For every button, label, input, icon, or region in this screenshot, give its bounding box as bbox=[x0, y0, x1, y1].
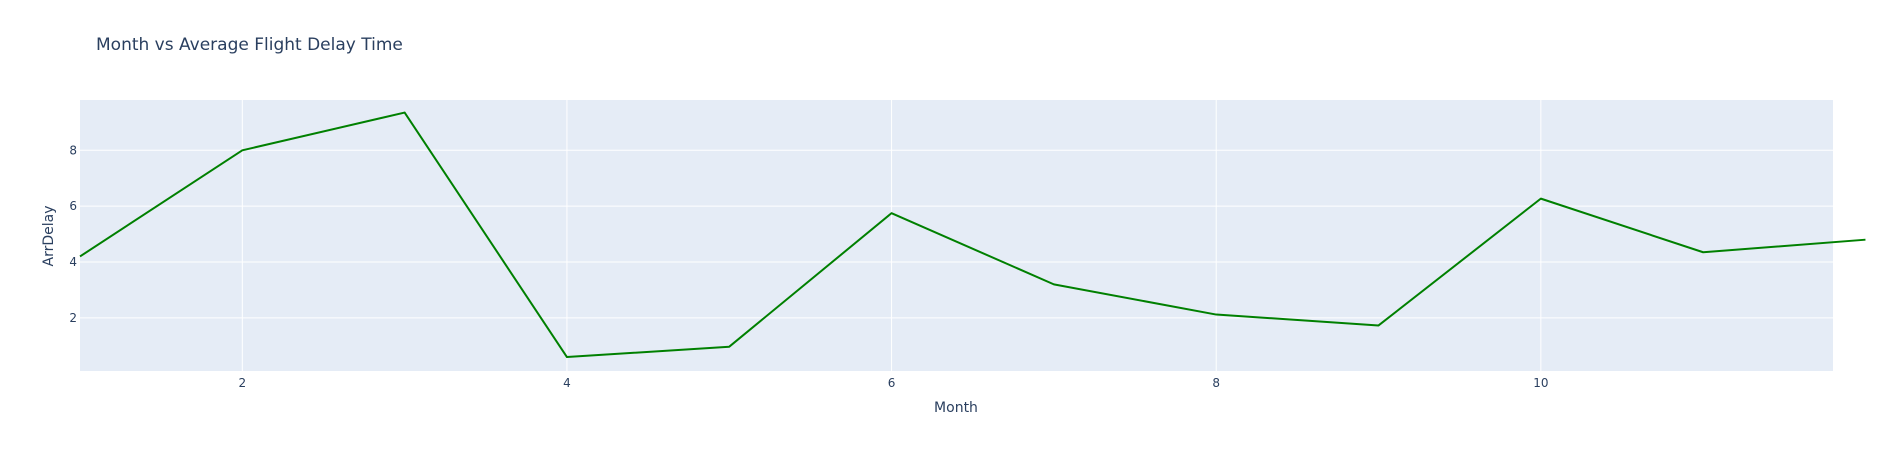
y-gridlines bbox=[80, 149, 1833, 319]
x-gridlines bbox=[241, 100, 1542, 371]
series-layer bbox=[79, 111, 1866, 359]
y-tick-label: 4 bbox=[69, 255, 77, 269]
x-tick-label: 6 bbox=[888, 376, 896, 390]
x-tick-label: 2 bbox=[238, 376, 246, 390]
y-tick-label: 8 bbox=[69, 143, 77, 157]
series-line bbox=[79, 111, 1866, 359]
y-tick-label: 6 bbox=[69, 199, 77, 213]
x-tick-label: 8 bbox=[1212, 376, 1220, 390]
x-tick-label: 4 bbox=[563, 376, 571, 390]
y-axis-title: ArrDelay bbox=[41, 206, 57, 267]
y-tick-label: 2 bbox=[69, 311, 77, 325]
x-axis-ticks: 2 4 6 8 10 bbox=[238, 376, 1548, 390]
x-tick-label: 10 bbox=[1533, 376, 1548, 390]
plot-area bbox=[80, 100, 1833, 371]
y-axis-ticks: 2 4 6 8 bbox=[69, 143, 77, 325]
x-axis-title: Month bbox=[934, 400, 978, 416]
chart-title: Month vs Average Flight Delay Time bbox=[96, 35, 403, 55]
